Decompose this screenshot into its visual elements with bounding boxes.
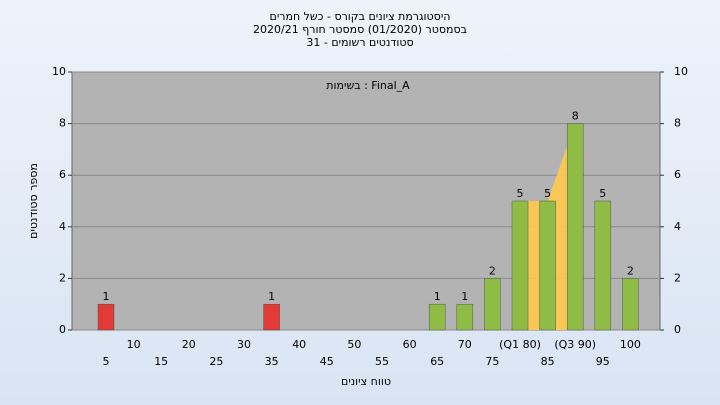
data-label: 1	[268, 290, 275, 303]
chart-subtitle: סטודנטים רשומים - 31	[306, 36, 413, 49]
data-label: 1	[461, 290, 468, 303]
y-tick-label: 6	[59, 168, 66, 181]
x-tick-label: (Q3 90)	[554, 338, 596, 351]
bar	[428, 303, 446, 331]
x-tick-label: 40	[292, 338, 306, 351]
x-tick-label: (Q1 80)	[499, 338, 541, 351]
x-tick-label: 5	[103, 355, 110, 368]
x-axis-label: טווח ציונים	[341, 375, 391, 388]
y-tick-label: 10	[52, 65, 66, 78]
y2-tick-label: 0	[674, 323, 681, 336]
x-tick-label: 20	[182, 338, 196, 351]
bar	[566, 123, 584, 331]
data-label: 1	[103, 290, 110, 303]
data-label: 5	[544, 187, 551, 200]
x-tick-label: 45	[320, 355, 334, 368]
y-tick-label: 4	[59, 220, 66, 233]
y2-tick-label: 2	[674, 271, 681, 284]
bar	[263, 303, 280, 331]
data-label: 5	[599, 187, 606, 200]
annotation: בשימות : Final_A	[326, 79, 410, 92]
y2-tick-label: 4	[674, 220, 681, 233]
y2-tick-label: 6	[674, 168, 681, 181]
bar	[484, 278, 501, 331]
bar	[511, 200, 529, 331]
bar	[622, 278, 639, 331]
chart-title: היסטוגרמת ציונים בקורס - כשל חמרים	[270, 10, 451, 23]
x-tick-label: 35	[265, 355, 279, 368]
x-tick-label: 10	[127, 338, 141, 351]
x-tick-label: 100	[620, 338, 641, 351]
chart-subtitle: בסמסטר (01/2020) סמסטר חורף 2020/21	[253, 23, 467, 36]
y-axis-label: מספר סטודנטים	[27, 163, 40, 239]
x-tick-label: 55	[375, 355, 389, 368]
x-tick-label: 75	[485, 355, 499, 368]
x-tick-label: 95	[596, 355, 610, 368]
bar	[97, 303, 115, 331]
y-tick-label: 0	[59, 323, 66, 336]
y2-tick-label: 8	[674, 117, 681, 130]
x-tick-label: 85	[541, 355, 555, 368]
x-tick-label: 65	[430, 355, 444, 368]
x-tick-label: 50	[347, 338, 361, 351]
x-tick-label: 15	[154, 355, 168, 368]
x-tick-label: 60	[403, 338, 417, 351]
data-label: 2	[489, 264, 496, 277]
x-tick-label: 70	[458, 338, 472, 351]
bar	[594, 200, 612, 331]
bar	[539, 200, 556, 331]
x-tick-label: 30	[237, 338, 251, 351]
data-label: 5	[517, 187, 524, 200]
data-label: 8	[572, 110, 579, 123]
x-tick-label: 25	[209, 355, 223, 368]
data-label: 1	[434, 290, 441, 303]
y-tick-label: 2	[59, 271, 66, 284]
y-tick-label: 8	[59, 117, 66, 130]
bar	[456, 303, 474, 331]
y2-tick-label: 10	[674, 65, 688, 78]
data-label: 2	[627, 264, 634, 277]
